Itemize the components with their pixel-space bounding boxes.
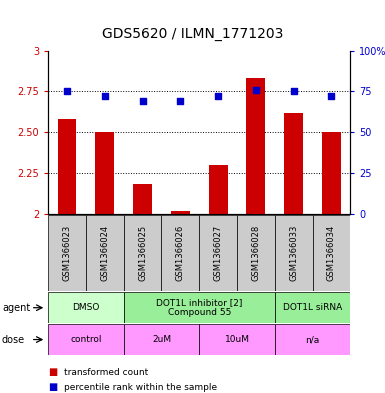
Text: DOT1L inhibitor [2]
Compound 55: DOT1L inhibitor [2] Compound 55 — [156, 298, 243, 318]
Bar — [275, 215, 313, 291]
Point — [291, 88, 297, 95]
Bar — [275, 324, 350, 355]
Text: percentile rank within the sample: percentile rank within the sample — [64, 383, 217, 392]
Bar — [171, 211, 190, 214]
Point — [253, 87, 259, 93]
Bar — [124, 215, 161, 291]
Bar — [48, 215, 86, 291]
Bar — [48, 324, 124, 355]
Bar — [199, 215, 237, 291]
Bar — [124, 292, 275, 323]
Bar — [284, 113, 303, 214]
Bar — [95, 132, 114, 214]
Text: 2uM: 2uM — [152, 335, 171, 344]
Point — [102, 93, 108, 99]
Bar — [199, 324, 275, 355]
Text: GSM1366026: GSM1366026 — [176, 225, 185, 281]
Bar — [161, 215, 199, 291]
Text: transformed count: transformed count — [64, 368, 148, 377]
Bar — [322, 132, 341, 214]
Text: DOT1L siRNA: DOT1L siRNA — [283, 303, 342, 312]
Text: GSM1366033: GSM1366033 — [289, 225, 298, 281]
Text: GDS5620 / ILMN_1771203: GDS5620 / ILMN_1771203 — [102, 27, 283, 41]
Text: GSM1366024: GSM1366024 — [100, 225, 109, 281]
Bar — [86, 215, 124, 291]
Text: GSM1366025: GSM1366025 — [138, 225, 147, 281]
Text: GSM1366027: GSM1366027 — [214, 225, 223, 281]
Text: agent: agent — [2, 303, 30, 313]
Bar — [209, 165, 228, 214]
Text: ■: ■ — [48, 382, 57, 392]
Text: dose: dose — [2, 334, 25, 345]
Bar — [124, 324, 199, 355]
Point — [177, 98, 183, 105]
Bar — [246, 79, 265, 214]
Bar — [313, 215, 350, 291]
Point — [139, 98, 146, 105]
Text: n/a: n/a — [305, 335, 320, 344]
Bar — [48, 292, 124, 323]
Text: GSM1366034: GSM1366034 — [327, 225, 336, 281]
Text: control: control — [70, 335, 102, 344]
Bar — [133, 184, 152, 214]
Text: GSM1366023: GSM1366023 — [62, 225, 72, 281]
Text: ■: ■ — [48, 367, 57, 377]
Point — [328, 93, 335, 99]
Text: 10uM: 10uM — [224, 335, 249, 344]
Point — [215, 93, 221, 99]
Bar — [275, 292, 350, 323]
Text: DMSO: DMSO — [72, 303, 100, 312]
Text: GSM1366028: GSM1366028 — [251, 225, 260, 281]
Bar — [58, 119, 77, 214]
Bar — [237, 215, 275, 291]
Point — [64, 88, 70, 95]
